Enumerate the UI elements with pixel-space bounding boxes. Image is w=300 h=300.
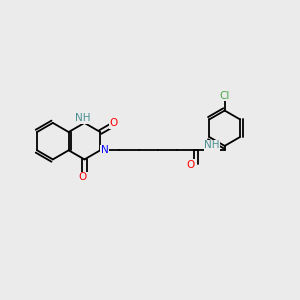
Text: NH: NH bbox=[75, 113, 91, 124]
Text: O: O bbox=[109, 118, 118, 128]
Text: Cl: Cl bbox=[220, 91, 230, 101]
Text: NH: NH bbox=[204, 140, 220, 150]
Text: O: O bbox=[187, 160, 195, 170]
Text: O: O bbox=[79, 172, 87, 182]
Text: N: N bbox=[100, 145, 108, 155]
